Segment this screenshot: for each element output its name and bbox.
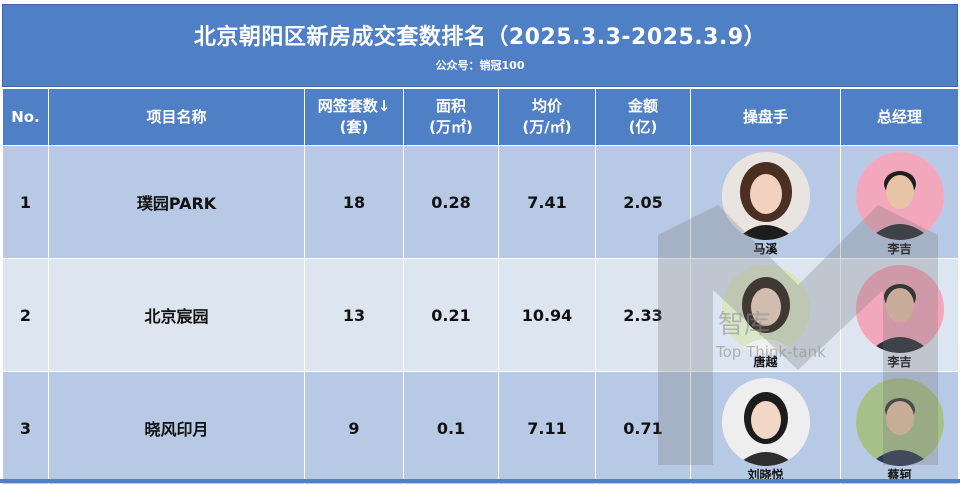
cell-area: 0.1 xyxy=(403,371,499,485)
cell-amount: 2.05 xyxy=(595,145,691,259)
cell-operator: 马溪 xyxy=(690,145,841,259)
avatar xyxy=(721,152,810,240)
cell-project: 璞园PARK xyxy=(48,145,305,259)
cell-no: 3 xyxy=(2,371,49,485)
bottom-divider xyxy=(0,479,960,483)
col-header-operator: 操盘手 xyxy=(690,88,841,146)
col-header-avg-price: 均价 (万/㎡) xyxy=(498,88,596,146)
cell-no: 2 xyxy=(2,258,49,372)
cell-project: 晓风印月 xyxy=(48,371,305,485)
operator-name: 唐越 xyxy=(753,355,778,369)
page-title: 北京朝阳区新房成交套数排名（2025.3.3-2025.3.9） xyxy=(193,25,767,50)
table-row: 2 北京宸园 13 0.21 10.94 2.33 唐越 xyxy=(2,258,959,372)
col-header-units: 网签套数↓ (套) xyxy=(304,88,404,146)
cell-amount: 0.71 xyxy=(595,371,691,485)
cell-operator: 刘晓悦 xyxy=(690,371,841,485)
avatar xyxy=(721,265,810,353)
ranking-table: No. 项目名称 网签套数↓ (套) 面积 (万㎡) 均价 (万/㎡) 金额 (亿) 操… xyxy=(2,88,959,485)
col-header-manager: 总经理 xyxy=(840,88,959,146)
watermark-text: 智库 xyxy=(718,310,771,340)
table-header-row: No. 项目名称 网签套数↓ (套) 面积 (万㎡) 均价 (万/㎡) 金额 (亿) 操… xyxy=(2,88,959,146)
avatar xyxy=(855,152,944,240)
cell-operator: 唐越 xyxy=(690,258,841,372)
title-bar: 北京朝阳区新房成交套数排名（2025.3.3-2025.3.9） 公众号：销冠1… xyxy=(2,4,958,87)
cell-amount: 2.33 xyxy=(595,258,691,372)
cell-manager: 李吉 xyxy=(840,145,959,259)
cell-manager: 李吉 xyxy=(840,258,959,372)
manager-name: 李吉 xyxy=(887,355,912,369)
cell-units: 18 xyxy=(304,145,404,259)
cell-units: 9 xyxy=(304,371,404,485)
operator-name: 马溪 xyxy=(753,242,778,256)
table-row: 1 璞园PARK 18 0.28 7.41 2.05 马溪 xyxy=(2,145,959,259)
cell-avg-price: 10.94 xyxy=(498,258,596,372)
cell-units: 13 xyxy=(304,258,404,372)
cell-no: 1 xyxy=(2,145,49,259)
cell-area: 0.28 xyxy=(403,145,499,259)
col-header-no: No. xyxy=(2,88,49,146)
cell-avg-price: 7.11 xyxy=(498,371,596,485)
manager-name: 李吉 xyxy=(887,242,912,256)
avatar xyxy=(855,378,944,466)
manager-name: 蔡轲 xyxy=(887,468,912,482)
cell-avg-price: 7.41 xyxy=(498,145,596,259)
table-row: 3 晓风印月 9 0.1 7.11 0.71 刘晓悦 xyxy=(2,371,959,485)
watermark-text-en: Top Think-tank xyxy=(716,343,826,361)
avatar xyxy=(855,265,944,353)
page-subtitle: 公众号：销冠100 xyxy=(435,59,525,72)
col-header-area: 面积 (万㎡) xyxy=(403,88,499,146)
col-header-project: 项目名称 xyxy=(48,88,305,146)
operator-name: 刘晓悦 xyxy=(747,468,784,482)
cell-manager: 蔡轲 xyxy=(840,371,959,485)
avatar xyxy=(721,378,810,466)
cell-area: 0.21 xyxy=(403,258,499,372)
cell-project: 北京宸园 xyxy=(48,258,305,372)
col-header-amount: 金额 (亿) xyxy=(595,88,691,146)
